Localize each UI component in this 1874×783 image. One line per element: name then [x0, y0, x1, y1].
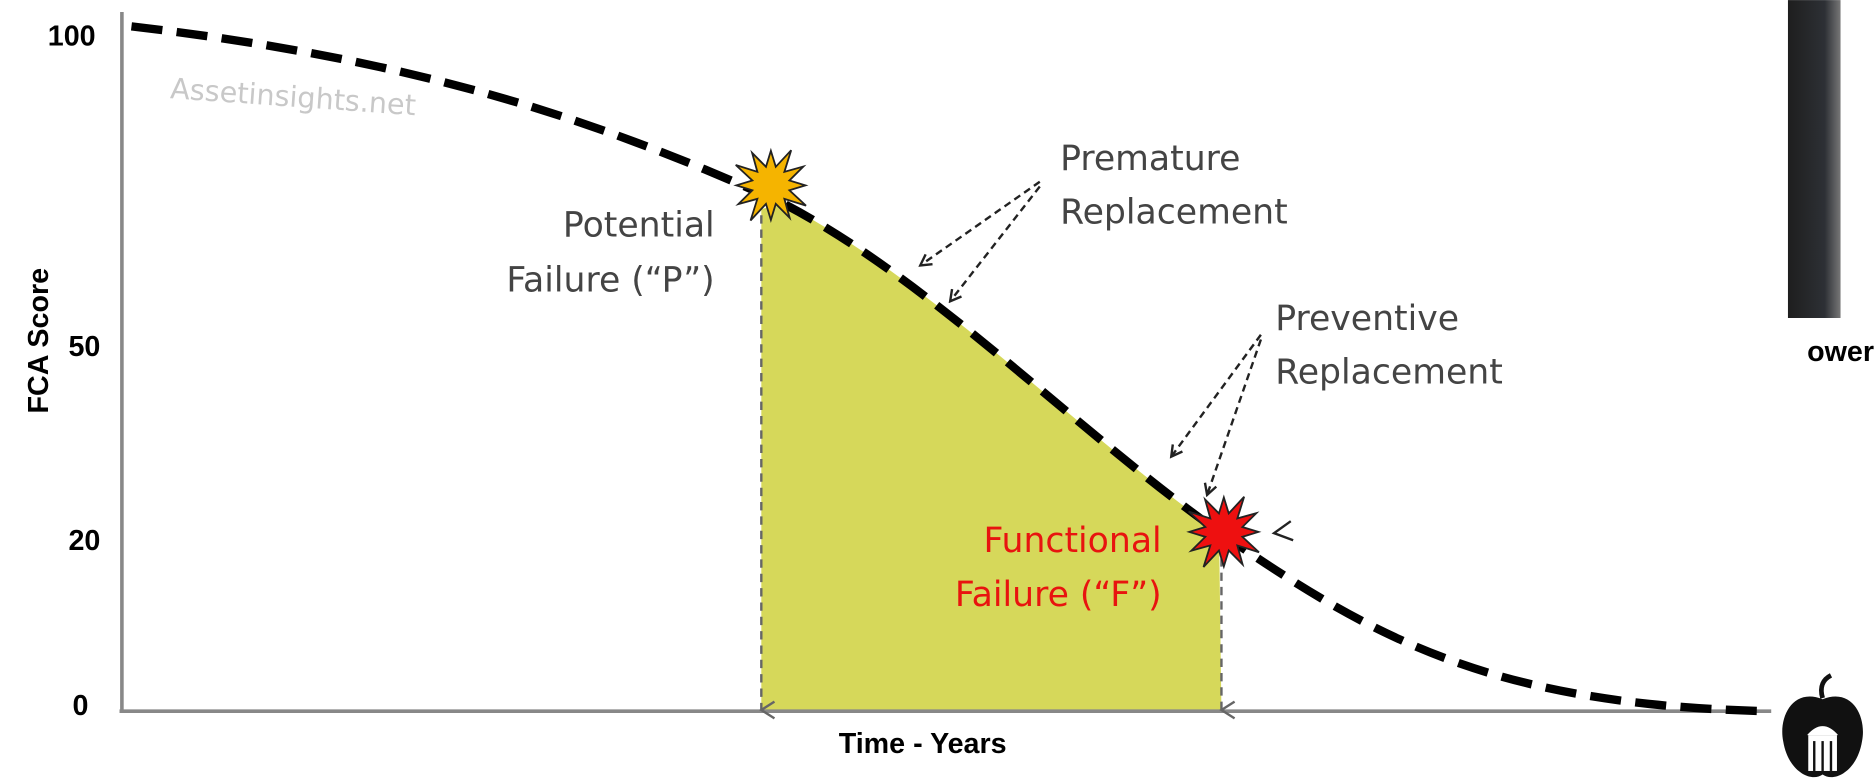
y-tick-label: 0: [72, 690, 88, 722]
clipped-image: [1788, 0, 1841, 318]
watermark: Assetinsights.net: [169, 71, 417, 122]
annotation: Potential: [563, 206, 715, 246]
logo: [1782, 675, 1863, 777]
x-axis-label: Time - Years: [839, 728, 1007, 760]
arrow: [950, 187, 1040, 302]
annotation: Replacement: [1060, 193, 1288, 233]
pf-interval-area: [761, 203, 1221, 711]
y-axis-label: FCA Score: [23, 268, 55, 414]
annotation: Functional: [983, 521, 1161, 561]
y-tick-label: 50: [68, 331, 100, 363]
page: ower 100 50 20 0 FCA Score Time - Years …: [0, 0, 1874, 783]
arrow: [1207, 340, 1261, 495]
annotation: Failure (“F”): [955, 575, 1162, 615]
annotation: Failure (“P”): [506, 261, 714, 301]
annotation: Preventive: [1275, 299, 1459, 339]
arrow: [920, 182, 1040, 266]
y-tick-label: 20: [68, 525, 100, 557]
annotation: Premature: [1060, 139, 1240, 179]
pf-curve-diagram: ower 100 50 20 0 FCA Score Time - Years …: [0, 0, 1874, 783]
y-tick-label: 100: [48, 21, 96, 53]
arrow-head: [1274, 521, 1293, 540]
annotation: Replacement: [1275, 353, 1503, 393]
arrow: [1171, 335, 1261, 457]
clipped-caption: ower: [1807, 336, 1874, 368]
